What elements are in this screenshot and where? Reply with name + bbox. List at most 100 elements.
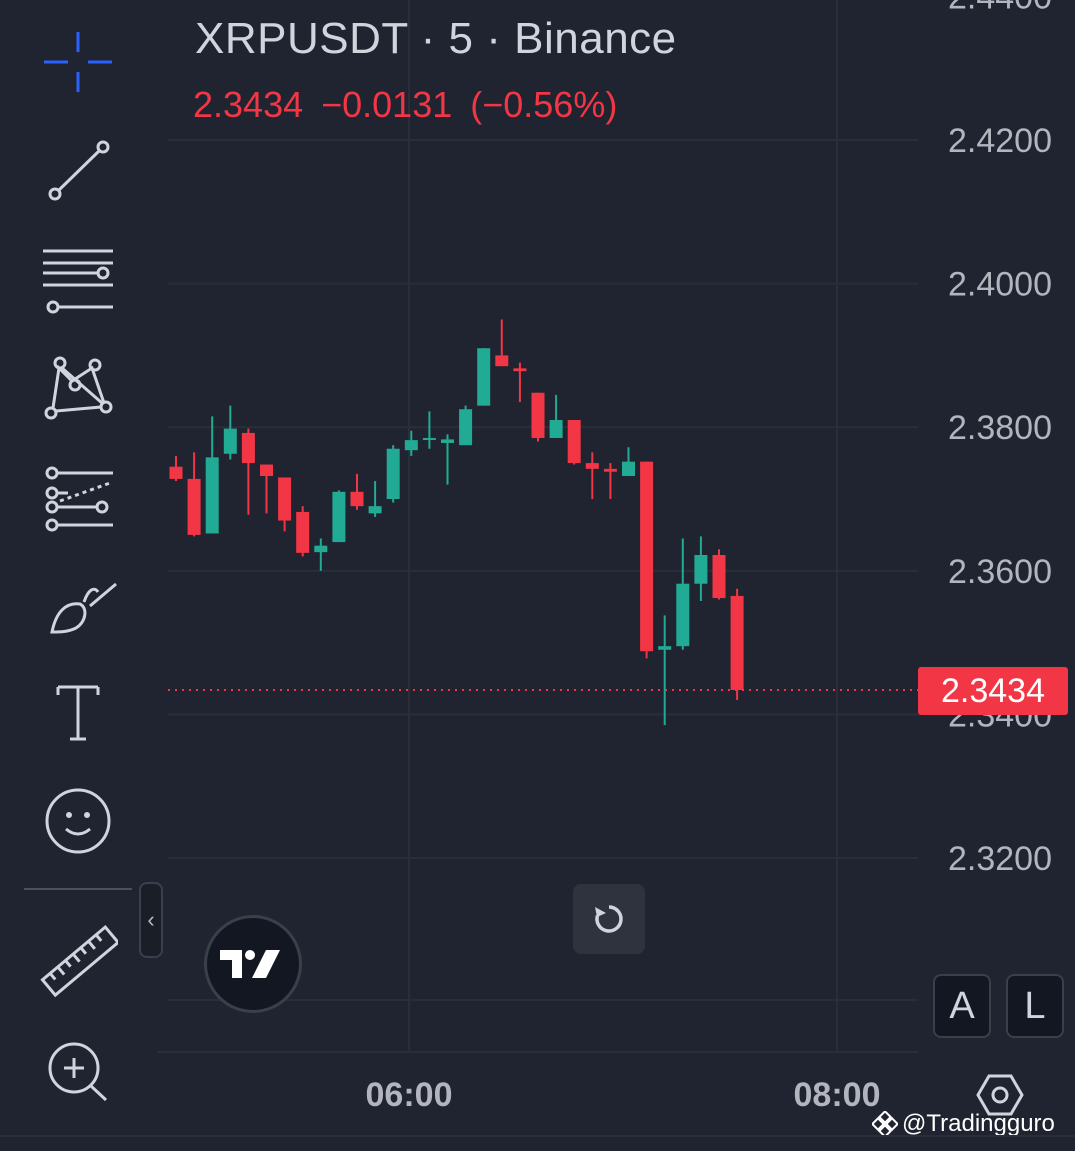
time-tick-label: 06:00 xyxy=(366,1076,453,1114)
chart-settings-button[interactable] xyxy=(975,1070,1025,1120)
last-price: 2.3434 xyxy=(193,84,304,125)
candle-body xyxy=(241,432,255,464)
candle-body xyxy=(730,595,744,690)
candle xyxy=(513,362,527,403)
candles xyxy=(169,319,744,726)
candle xyxy=(404,430,418,456)
trend-line-icon[interactable] xyxy=(28,124,128,214)
candle-body xyxy=(205,457,219,534)
candle-body xyxy=(368,506,382,514)
candle xyxy=(585,452,599,499)
candle xyxy=(386,445,400,503)
candle-body xyxy=(622,461,635,477)
candle xyxy=(567,420,581,465)
candle-body xyxy=(296,511,310,553)
candle-body xyxy=(513,368,527,372)
candle-body xyxy=(567,420,581,464)
price-change: −0.0131 xyxy=(321,84,453,125)
candle xyxy=(350,473,364,510)
candle xyxy=(712,549,726,600)
price-tick-label: 2.4200 xyxy=(948,122,1052,160)
brush-icon[interactable] xyxy=(28,557,128,647)
ohlc-legend: 2.3434 −0.0131 (−0.56%) xyxy=(193,84,617,126)
binance-icon xyxy=(872,1111,898,1137)
price-tick-label: 2.3600 xyxy=(948,553,1052,591)
toolbar-divider xyxy=(24,888,132,890)
price-change-percent: (−0.56%) xyxy=(470,84,618,125)
candle-body xyxy=(477,348,491,406)
candle-body xyxy=(350,491,364,507)
candle xyxy=(422,411,436,449)
candle-body xyxy=(712,555,726,599)
candle xyxy=(622,447,635,477)
candle-body xyxy=(187,478,201,535)
drawing-toolbar xyxy=(0,0,157,1135)
candle-body xyxy=(459,409,473,446)
candle-body xyxy=(549,420,563,438)
time-axis: 06:00 08:00 xyxy=(366,1076,881,1114)
candle xyxy=(603,463,617,499)
time-tick-label: 08:00 xyxy=(794,1076,881,1114)
candle-body xyxy=(531,392,545,438)
candle-body xyxy=(603,468,617,472)
candle-body xyxy=(676,583,690,647)
tradingview-logo[interactable] xyxy=(204,915,302,1013)
candle xyxy=(169,455,183,482)
current-price-badge: 2.3434 xyxy=(918,667,1068,715)
candle-body xyxy=(422,437,436,440)
emoji-icon[interactable] xyxy=(28,772,128,862)
candle xyxy=(223,405,237,460)
candle xyxy=(531,392,545,442)
candle-body xyxy=(585,463,599,469)
price-axis: 2.44002.42002.40002.38002.36002.34002.32… xyxy=(948,0,1052,878)
settings-icon xyxy=(976,1074,1024,1116)
candle-body xyxy=(640,461,654,652)
symbol-title[interactable]: XRPUSDT · 5 · Binance xyxy=(195,14,677,63)
candle-body xyxy=(314,545,328,553)
candle-body xyxy=(694,555,708,584)
text-icon[interactable] xyxy=(28,664,128,754)
candle xyxy=(477,348,491,406)
candle-body xyxy=(386,448,400,499)
candle xyxy=(205,416,219,534)
candle-body xyxy=(441,439,454,443)
candle-body xyxy=(495,355,509,367)
candle xyxy=(549,394,563,438)
auto-scale-button[interactable]: A xyxy=(933,974,991,1038)
candle xyxy=(332,490,346,543)
candle xyxy=(241,428,255,515)
candle-body xyxy=(278,477,292,521)
log-scale-button[interactable]: L xyxy=(1006,974,1064,1038)
candle xyxy=(278,477,292,532)
price-tick-label: 2.3800 xyxy=(948,409,1052,447)
candle xyxy=(495,319,509,367)
candle xyxy=(260,464,273,514)
watermark: @Tradingguro xyxy=(872,1110,1055,1138)
pattern-icon[interactable] xyxy=(28,338,128,428)
reset-chart-button[interactable] xyxy=(573,884,645,954)
candle-body xyxy=(223,428,237,454)
candle-body xyxy=(260,464,273,477)
candle-body xyxy=(404,440,418,451)
fib-lines-icon[interactable] xyxy=(28,450,128,540)
candle xyxy=(459,405,473,446)
candle-body xyxy=(658,646,672,650)
candle xyxy=(694,536,708,601)
toolbar-collapse-button[interactable]: ‹ xyxy=(139,882,163,958)
ruler-icon[interactable] xyxy=(28,918,128,1008)
candle xyxy=(296,506,310,557)
candle xyxy=(730,588,744,701)
bottom-bar xyxy=(0,1135,1075,1151)
price-tick-label: 2.3200 xyxy=(948,840,1052,878)
candle-body xyxy=(332,491,346,543)
candle xyxy=(441,434,454,485)
crosshair-icon[interactable] xyxy=(28,17,128,107)
horizontal-lines-icon[interactable] xyxy=(28,230,128,320)
price-tick-label: 2.4000 xyxy=(948,266,1052,304)
watermark-text: @Tradingguro xyxy=(902,1110,1055,1137)
zoom-in-icon[interactable] xyxy=(28,1025,128,1115)
candle xyxy=(676,538,690,650)
candle-body xyxy=(169,466,183,479)
candle xyxy=(368,481,382,517)
